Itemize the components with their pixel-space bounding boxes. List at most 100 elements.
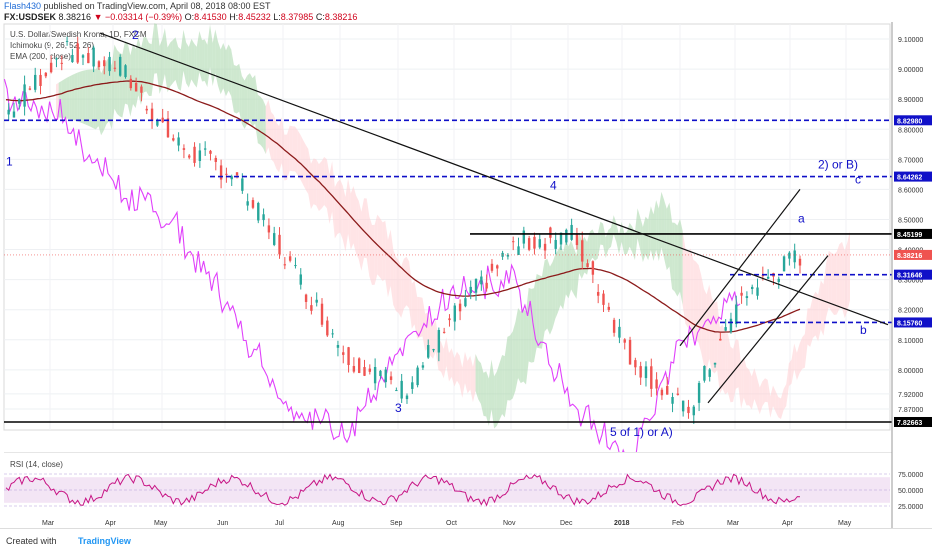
candle-body bbox=[442, 331, 446, 333]
cloud-segment bbox=[451, 348, 455, 387]
cloud-segment bbox=[592, 229, 596, 261]
cloud-segment bbox=[401, 258, 404, 318]
ichimoku-legend[interactable]: Ichimoku (9, 26, 52, 26) bbox=[10, 41, 95, 50]
cloud-segment bbox=[345, 178, 349, 252]
cloud-segment bbox=[324, 156, 327, 209]
candle-body bbox=[735, 304, 738, 325]
candle-body bbox=[219, 165, 223, 180]
cloud-segment bbox=[603, 223, 606, 259]
cloud-segment bbox=[318, 161, 322, 211]
candle-body bbox=[761, 275, 765, 277]
cloud-segment bbox=[496, 363, 500, 426]
cloud-segment bbox=[292, 126, 295, 172]
cloud-segment bbox=[656, 200, 659, 262]
cloud-segment bbox=[387, 229, 391, 298]
time-tick-label: Apr bbox=[105, 520, 117, 527]
candle-body bbox=[97, 61, 101, 68]
cloud-segment bbox=[743, 356, 747, 406]
cloud-segment bbox=[170, 39, 173, 87]
price-tick-label: 8.90000 bbox=[898, 97, 923, 104]
publish-line: Flash430 published on TradingView.com, A… bbox=[4, 1, 271, 11]
cloud-segment bbox=[486, 371, 489, 427]
cloud-segment bbox=[759, 381, 763, 415]
rsi-legend[interactable]: RSI (14, close) bbox=[10, 460, 63, 469]
cloud-segment bbox=[143, 37, 147, 93]
candle-body bbox=[671, 396, 674, 404]
candle-body bbox=[81, 55, 85, 58]
cloud-segment bbox=[815, 291, 819, 342]
cloud-segment bbox=[356, 195, 359, 260]
tradingview-logo[interactable]: TradingView bbox=[78, 536, 131, 546]
cloud-segment bbox=[79, 70, 83, 124]
candle-body bbox=[798, 258, 802, 266]
channel-lower bbox=[707, 255, 829, 404]
cloud-segment bbox=[85, 69, 88, 126]
high-label: H: bbox=[229, 12, 239, 22]
cloud-segment bbox=[483, 371, 487, 417]
cloud-segment bbox=[488, 359, 492, 427]
cloud-segment bbox=[658, 191, 662, 262]
cloud-segment bbox=[632, 226, 635, 261]
cloud-segment bbox=[749, 369, 752, 410]
candle-body bbox=[522, 230, 526, 244]
cloud-segment bbox=[751, 368, 755, 410]
cloud-segment bbox=[757, 377, 760, 415]
candle-body bbox=[628, 339, 632, 365]
cloud-segment bbox=[555, 250, 558, 320]
cloud-segment bbox=[260, 96, 264, 149]
cloud-segment bbox=[241, 75, 245, 129]
price-chart[interactable]: 1 2 3 4 5 of 1) or A) 2) or B) a b c 9.10000 9.00… bbox=[0, 22, 932, 452]
cloud-segment bbox=[398, 260, 402, 318]
rsi-panel[interactable]: 75.0000 50.0000 25.0000 Mar Apr May Jun Jul Aug S… bbox=[0, 452, 932, 528]
cloud-segment bbox=[228, 44, 232, 97]
cloud-segment bbox=[608, 227, 612, 250]
symbol-label: FX:USDSEK bbox=[4, 12, 57, 22]
candle-body bbox=[283, 264, 287, 266]
cloud-segment bbox=[180, 29, 184, 91]
candle-body bbox=[655, 379, 658, 389]
cloud-segment bbox=[772, 385, 776, 412]
cloud-segment bbox=[135, 37, 139, 109]
candle-body bbox=[18, 99, 21, 104]
cloud-segment bbox=[812, 291, 816, 339]
last-price-label: 8.38216 bbox=[897, 253, 922, 260]
cloud-segment bbox=[154, 23, 157, 74]
price-tag-label: 8.82980 bbox=[897, 118, 922, 125]
open-value: 8.41530 bbox=[194, 12, 227, 22]
cloud-segment bbox=[502, 354, 505, 418]
rsi-tick-label: 25.0000 bbox=[898, 504, 923, 511]
cloud-segment bbox=[252, 75, 256, 127]
cloud-segment bbox=[666, 202, 670, 271]
ema-legend[interactable]: EMA (200, close) bbox=[10, 52, 71, 61]
cloud-segment bbox=[618, 221, 622, 255]
cloud-segment bbox=[568, 240, 572, 299]
candle-body bbox=[729, 318, 733, 332]
cloud-segment bbox=[178, 46, 181, 91]
price-tag bbox=[894, 171, 932, 182]
cloud-segment bbox=[202, 39, 205, 82]
cloud-segment bbox=[411, 280, 415, 329]
candle-body bbox=[708, 369, 711, 377]
low-value: 8.37985 bbox=[280, 12, 314, 22]
cloud-segment bbox=[106, 57, 110, 125]
cloud-segment bbox=[435, 319, 439, 371]
candle-body bbox=[751, 286, 754, 289]
price-tick-label: 7.92000 bbox=[898, 392, 923, 399]
open-label: O: bbox=[184, 12, 195, 22]
price-tick-label: 8.30000 bbox=[898, 278, 923, 285]
price-tick-label: 9.00000 bbox=[898, 67, 923, 74]
author-link[interactable]: Flash430 bbox=[4, 1, 42, 11]
candle-body bbox=[203, 148, 207, 150]
candle-body bbox=[65, 40, 69, 42]
candle-body bbox=[44, 72, 48, 77]
close-value: 8.38216 bbox=[324, 12, 358, 22]
cloud-segment bbox=[77, 71, 80, 123]
candle-body bbox=[512, 241, 515, 243]
candle-body bbox=[719, 338, 722, 341]
created-with-text: Created with bbox=[6, 536, 57, 546]
price-tag bbox=[894, 317, 932, 328]
rsi-line bbox=[5, 473, 801, 507]
cloud-segment bbox=[103, 60, 107, 131]
candle-body bbox=[299, 274, 302, 285]
candle-body bbox=[150, 108, 154, 121]
